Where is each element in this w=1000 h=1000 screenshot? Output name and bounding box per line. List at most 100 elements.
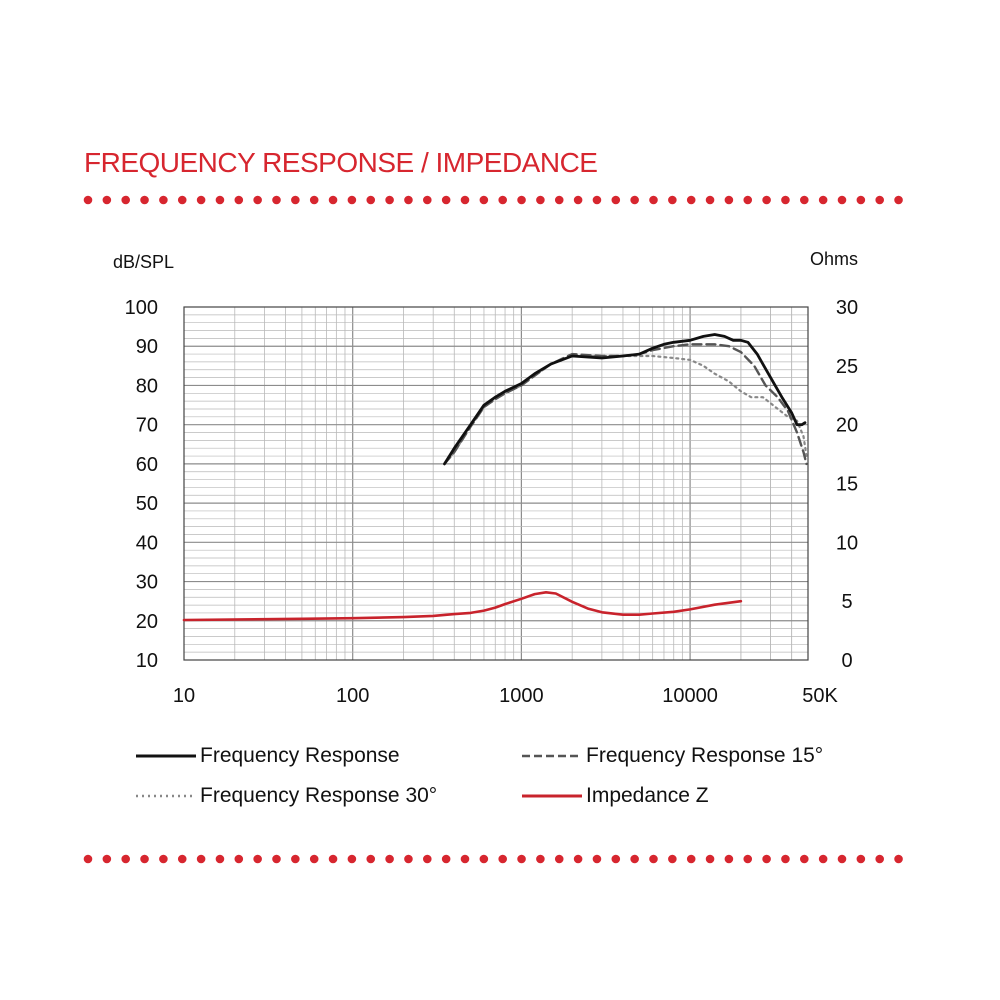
divider-dot — [291, 195, 300, 205]
y-left-tick-label: 50 — [136, 493, 158, 515]
divider-dot — [441, 195, 451, 205]
y-left-tick-label: 20 — [136, 611, 158, 633]
divider-dot — [743, 854, 753, 864]
divider-dot — [272, 195, 281, 205]
page-title: FREQUENCY RESPONSE / IMPEDANCE — [84, 147, 598, 178]
divider-dot — [536, 195, 545, 205]
divider-dot — [875, 195, 884, 205]
divider-dot — [630, 854, 639, 864]
legend-item-frequency-response-30: Frequency Response 30° — [136, 784, 437, 808]
y-right-tick-label: 15 — [836, 474, 858, 496]
divider-dot — [177, 195, 187, 205]
divider-dot — [630, 195, 639, 205]
divider-dot — [724, 195, 734, 205]
divider-dot — [837, 195, 847, 205]
divider-dot — [253, 195, 262, 205]
divider-dot — [347, 195, 357, 205]
divider-dot — [705, 854, 715, 864]
divider-dot — [668, 195, 677, 205]
plot-frame — [183, 306, 809, 661]
divider-dot — [781, 854, 790, 864]
divider-dot — [762, 195, 771, 205]
divider-dot — [347, 854, 357, 864]
y-left-tick-label: 80 — [136, 375, 158, 397]
divider-dot — [234, 195, 244, 205]
series-line-frequency-response-30 — [443, 354, 808, 465]
divider-dot — [498, 854, 508, 864]
divider-dot — [159, 854, 168, 864]
x-tick-label: 10000 — [662, 685, 718, 707]
divider-dot — [479, 195, 489, 205]
y-right-tick-label: 10 — [836, 532, 858, 554]
divider-dot — [649, 195, 658, 205]
legend-swatch-solid-black — [136, 754, 196, 758]
divider-dot — [121, 854, 130, 864]
chart-grid — [184, 307, 808, 660]
divider-dot — [159, 195, 168, 205]
x-tick-label: 1000 — [499, 685, 544, 707]
y-left-tick-label: 90 — [136, 336, 158, 358]
divider-dot — [83, 195, 93, 205]
divider-dot — [234, 854, 244, 864]
divider-dot — [554, 195, 564, 205]
divider-dot — [423, 195, 432, 205]
y-left-tick-label: 70 — [136, 415, 158, 437]
x-tick-label: 100 — [336, 685, 369, 707]
divider-dot — [404, 854, 413, 864]
divider-dot — [196, 195, 206, 205]
divider-dot — [253, 854, 262, 864]
divider-dot — [366, 854, 376, 864]
divider-dot — [818, 195, 828, 205]
legend-swatch-dashed-gray — [522, 754, 582, 758]
x-tick-label: 10 — [173, 685, 195, 707]
y-left-tick-label: 10 — [136, 650, 158, 672]
divider-dot — [272, 854, 281, 864]
divider-dot — [460, 854, 470, 864]
divider-dot — [649, 854, 658, 864]
divider-dot — [573, 854, 583, 864]
legend-item-frequency-response-15: Frequency Response 15° — [522, 744, 823, 768]
top-dotted-divider — [83, 195, 903, 205]
right-axis-unit-label: Ohms — [810, 249, 858, 269]
y-left-tick-label: 30 — [136, 572, 158, 594]
legend-swatch-dotted-gray — [136, 794, 196, 798]
y-left-tick-label: 60 — [136, 454, 158, 476]
divider-dot — [818, 854, 828, 864]
divider-dot — [686, 854, 696, 864]
divider-dot — [196, 854, 206, 864]
y-left-tick-label: 40 — [136, 532, 158, 554]
legend-label: Impedance Z — [586, 784, 709, 807]
legend-item-frequency-response: Frequency Response — [136, 744, 400, 768]
divider-dot — [837, 854, 847, 864]
divider-dot — [762, 854, 771, 864]
divider-dot — [404, 195, 413, 205]
divider-dot — [800, 195, 809, 205]
y-right-tick-label: 30 — [836, 297, 858, 319]
legend-label: Frequency Response 30° — [200, 784, 438, 807]
divider-dot — [724, 854, 734, 864]
divider-dot — [517, 195, 526, 205]
divider-dot — [573, 195, 583, 205]
divider-dot — [875, 854, 884, 864]
divider-dot — [366, 195, 376, 205]
divider-dot — [291, 854, 300, 864]
y-right-tick-label: 5 — [841, 591, 852, 613]
divider-dot — [215, 854, 225, 864]
divider-dot — [385, 195, 394, 205]
divider-dot — [705, 195, 715, 205]
series-layer — [182, 333, 808, 622]
bottom-dotted-divider — [83, 854, 903, 864]
divider-dot — [102, 195, 112, 205]
divider-dot — [140, 854, 149, 864]
divider-dot — [423, 854, 432, 864]
divider-dot — [309, 854, 319, 864]
divider-dot — [894, 195, 903, 205]
divider-dot — [140, 195, 149, 205]
legend-swatch-solid-red — [522, 794, 582, 798]
divider-dot — [328, 195, 338, 205]
divider-dot — [800, 854, 809, 864]
divider-dot — [83, 854, 93, 864]
divider-dot — [781, 195, 790, 205]
